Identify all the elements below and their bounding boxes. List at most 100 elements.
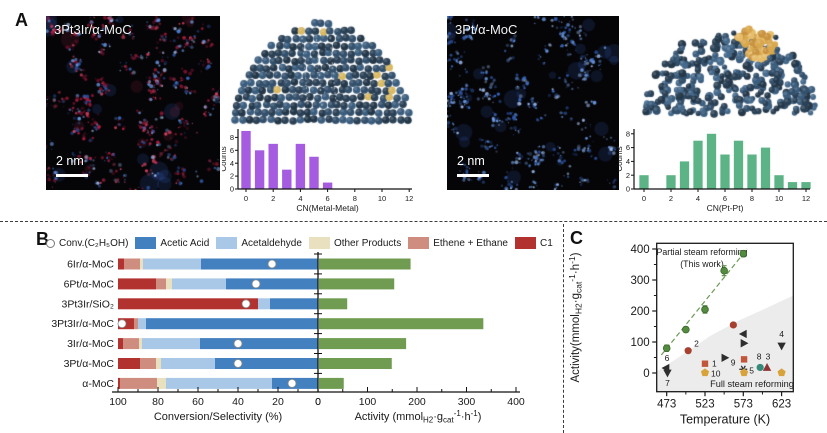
svg-text:12: 12 — [405, 194, 413, 203]
svg-text:200: 200 — [408, 396, 426, 408]
svg-text:CN(Pt-Pt): CN(Pt-Pt) — [707, 203, 744, 213]
svg-text:0: 0 — [244, 194, 248, 203]
scale-bar-text: 2 nm — [56, 154, 84, 168]
svg-text:523: 523 — [695, 399, 714, 411]
svg-text:6: 6 — [626, 143, 630, 152]
histogram: 0 2 4 6 8 10 12 0 2 4 6 8 CN(Pt-Pt) Counts — [618, 129, 811, 213]
legend-item-other-products: Other Products — [308, 237, 402, 249]
svg-text:400: 400 — [507, 396, 525, 408]
svg-text:1: 1 — [712, 359, 717, 369]
svg-text:6: 6 — [665, 353, 670, 363]
axes: 100 80 60 40 20 00 100 200 300 400Conversion/Sele… — [109, 252, 525, 425]
svg-text:2: 2 — [694, 339, 699, 349]
svg-text:10: 10 — [378, 194, 386, 203]
legend-swatch-ethene — [408, 237, 430, 249]
svg-text:3Pt3Ir/SiO₂: 3Pt3Ir/SiO₂ — [61, 298, 114, 310]
svg-text:6: 6 — [326, 194, 330, 203]
svg-text:0: 0 — [315, 396, 321, 408]
legend-label: Acetaldehyde — [241, 237, 302, 249]
legend-swatch-acetaldehyde — [216, 237, 238, 249]
cn-pt-pt-histogram: 0 2 4 6 8 10 12 0 2 4 6 8 CN(Pt-Pt) Counts — [618, 129, 811, 213]
svg-text:CN(Metal-Metal): CN(Metal-Metal) — [296, 203, 359, 213]
svg-text:0: 0 — [643, 368, 649, 380]
legend-item-acetic-acid: Acetic Acid — [135, 237, 209, 249]
svg-text:200: 200 — [631, 306, 650, 318]
svg-text:473: 473 — [657, 399, 676, 411]
scale-bar-text: 2 nm — [457, 154, 485, 168]
panel-b-legend: Conv.(C₂H₅OH) Acetic Acid Acetaldehyde O… — [46, 237, 553, 249]
svg-text:7: 7 — [665, 378, 670, 388]
stem-image-3pt3ir: 3Pt3Ir/α-MoC 2 nm — [46, 16, 220, 190]
legend-label: Other Products — [333, 237, 402, 249]
legend-item-ethene-ethane: Ethene + Ethane — [408, 237, 508, 249]
panel-c-label: C — [570, 228, 583, 248]
svg-text:4: 4 — [626, 157, 630, 166]
svg-text:3Pt/α-MoC: 3Pt/α-MoC — [64, 358, 115, 370]
legend-swatch-other — [308, 237, 330, 249]
panel-b-label: B — [36, 229, 49, 249]
conversion-selectivity-activity-chart: 6Ir/α-MoC 6Pt/α-MoC 3Pt3Ir/SiO₂ 3Pt3Ir/α-Mo… — [51, 252, 525, 425]
legend-item-acetaldehyde: Acetaldehyde — [216, 237, 302, 249]
svg-text:Conversion/Selectivity (%): Conversion/Selectivity (%) — [154, 411, 282, 423]
trend-line — [660, 248, 748, 356]
reference-points: 1 2 3 4 5 6 7 8 9 10 — [661, 321, 786, 388]
svg-text:8: 8 — [230, 133, 234, 142]
stem-image-label: 3Pt3Ir/α-MoC — [54, 22, 132, 37]
svg-text:0: 0 — [642, 194, 646, 203]
full-steam-reforming-region — [656, 295, 794, 392]
svg-text:8: 8 — [353, 194, 357, 203]
svg-text:8: 8 — [757, 351, 762, 361]
panel-a-label: A — [15, 10, 28, 30]
svg-text:α-MoC: α-MoC — [82, 378, 114, 390]
svg-text:0: 0 — [230, 185, 234, 194]
svg-text:6: 6 — [230, 146, 234, 155]
svg-text:4: 4 — [696, 194, 700, 203]
svg-text:400: 400 — [631, 244, 650, 256]
svg-text:12: 12 — [802, 194, 810, 203]
svg-text:Counts: Counts — [618, 146, 624, 171]
svg-text:6: 6 — [723, 194, 727, 203]
legend-swatch-c1 — [515, 237, 536, 249]
stem-image-3pt-canvas — [447, 16, 619, 190]
svg-text:3: 3 — [766, 351, 771, 361]
svg-text:2: 2 — [230, 172, 234, 181]
svg-text:Activity(mmolH2·gcat-1·h-1): Activity(mmolH2·gcat-1·h-1) — [567, 252, 584, 382]
panel-divider-vertical — [563, 224, 564, 433]
svg-text:623: 623 — [772, 399, 791, 411]
svg-text:8: 8 — [626, 129, 630, 138]
svg-text:100: 100 — [631, 337, 650, 349]
panel-divider-horizontal — [0, 221, 827, 222]
svg-text:10: 10 — [711, 369, 721, 379]
svg-text:40: 40 — [232, 396, 244, 408]
svg-text:2: 2 — [626, 171, 630, 180]
full-steam-reforming-annotation: Full steam reforming — [710, 379, 794, 389]
stem-image-3pt: 3Pt/α-MoC 2 nm — [447, 16, 619, 190]
svg-text:100: 100 — [109, 396, 127, 408]
stacked-bars: 6Ir/α-MoC 6Pt/α-MoC 3Pt3Ir/SiO₂ 3Pt3Ir/α-Mo… — [51, 258, 484, 390]
svg-text:Activity (mmolH2·gcat-1·h-1): Activity (mmolH2·gcat-1·h-1) — [355, 409, 482, 425]
legend-label: Ethene + Ethane — [433, 237, 508, 249]
svg-text:Temperature (K): Temperature (K) — [680, 413, 770, 427]
svg-text:60: 60 — [192, 396, 204, 408]
svg-text:6Pt/α-MoC: 6Pt/α-MoC — [64, 278, 115, 290]
scale-bar — [457, 174, 489, 177]
stem-image-3pt3ir-canvas — [46, 16, 220, 190]
legend-label: C1 — [540, 237, 553, 249]
svg-text:20: 20 — [272, 396, 284, 408]
svg-text:300: 300 — [458, 396, 476, 408]
svg-text:80: 80 — [152, 396, 164, 408]
svg-text:0: 0 — [626, 185, 630, 194]
svg-text:6Ir/α-MoC: 6Ir/α-MoC — [67, 259, 114, 271]
partial-steam-reforming-annotation: Partial steam reforming — [657, 247, 748, 257]
svg-text:10: 10 — [775, 194, 783, 203]
conversion-marker-icon — [46, 238, 55, 248]
svg-text:0: 0 — [315, 396, 321, 408]
legend-conversion: Conv.(C₂H₅OH) — [46, 238, 128, 249]
legend-swatch-acetic — [135, 237, 157, 249]
nanoparticle-model-3pt — [638, 4, 825, 128]
svg-text:4: 4 — [230, 159, 234, 168]
svg-text:300: 300 — [631, 275, 650, 287]
svg-text:8: 8 — [750, 194, 754, 203]
